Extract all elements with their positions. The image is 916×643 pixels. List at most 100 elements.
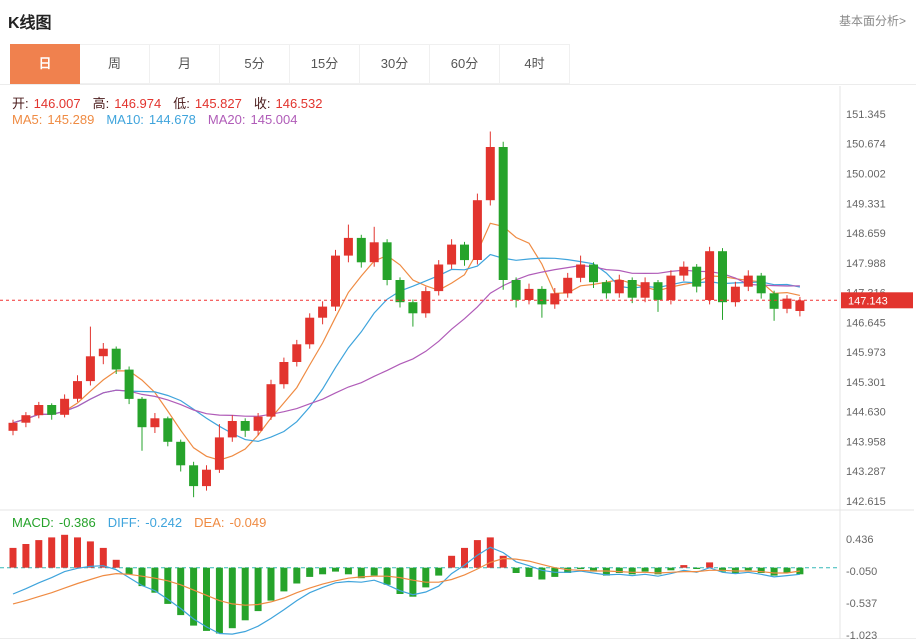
candle-body	[240, 421, 250, 431]
tab-month[interactable]: 月	[150, 44, 220, 84]
candle-body	[447, 244, 457, 265]
tab-week[interactable]: 周	[80, 44, 150, 84]
low-value: 145.827	[194, 96, 242, 111]
tab-60min[interactable]: 60分	[430, 44, 500, 84]
macd-hist-bar	[280, 567, 288, 592]
ma5-value: 145.289	[47, 112, 95, 127]
candle-body	[537, 288, 547, 305]
macd-hist-bar	[577, 567, 585, 569]
macd-hist-bar	[499, 555, 507, 568]
candle-body	[266, 384, 276, 417]
tab-30min[interactable]: 30分	[360, 44, 430, 84]
tab-5min[interactable]: 5分	[220, 44, 290, 84]
candle-body	[627, 280, 637, 298]
macd-hist-bar	[177, 567, 185, 616]
candle-body	[743, 275, 753, 287]
candle-body	[472, 200, 482, 260]
macd-hist-bar	[319, 567, 327, 575]
price-axis-label: 143.958	[846, 436, 886, 448]
macd-hist-bar	[512, 567, 520, 573]
candle-body	[653, 282, 663, 300]
ma-legend: MA5: 145.289 MA10: 144.678 MA20: 145.004	[12, 112, 303, 127]
tab-15min[interactable]: 15分	[290, 44, 360, 84]
fundamental-analysis-link[interactable]: 基本面分析>	[838, 14, 906, 28]
candle-body	[73, 381, 82, 399]
candle-body	[214, 437, 224, 470]
price-axis-label: 145.973	[846, 347, 886, 359]
price-axis-label: 142.615	[846, 496, 886, 508]
candle-body	[692, 266, 702, 287]
price-axis-label: 151.345	[846, 109, 886, 121]
macd-hist-bar	[641, 567, 649, 572]
candle-body	[318, 306, 328, 318]
candle-body	[331, 255, 340, 307]
macd-hist-bar	[590, 567, 597, 572]
kline-chart-canvas[interactable]: 151.345 150.674 150.002 149.331 148.659 147.9…	[0, 86, 914, 639]
macd-hist-bar	[151, 567, 159, 593]
macd-label: MACD:	[12, 515, 54, 530]
ma5-label: MA5:	[12, 112, 43, 127]
macd-hist-bar	[9, 547, 17, 568]
page-header: K线图 基本面分析>	[0, 0, 916, 44]
price-axis-label: 148.659	[846, 228, 886, 240]
page-title: K线图	[8, 15, 52, 32]
macd-hist-bar	[61, 534, 69, 568]
macd-hist-bar	[783, 567, 791, 573]
current-price-badge-text: 147.143	[848, 295, 888, 307]
candle-body	[601, 282, 611, 294]
price-axis-label: 149.331	[846, 198, 886, 210]
macd-value: -0.386	[58, 515, 96, 530]
candle-body	[163, 418, 173, 442]
macd-hist-bar	[86, 541, 94, 568]
candle-body	[756, 275, 766, 294]
interval-tab-bar: 日 周 月 5分 15分 30分 60分 4时	[0, 44, 916, 84]
candle-body	[111, 348, 121, 370]
ohlc-legend: 开: 146.007 高: 146.974 低: 145.827 收: 146.532	[12, 93, 328, 112]
diff-label: DIFF:	[107, 515, 141, 530]
macd-hist-bar	[409, 567, 417, 597]
macd-hist-bar	[332, 567, 339, 572]
candle-body	[563, 277, 573, 294]
macd-axis-label: -1.023	[846, 630, 877, 639]
dea-label: DEA:	[194, 515, 225, 530]
candle-body	[8, 422, 18, 431]
candle-body	[47, 405, 57, 415]
low-label: 低:	[173, 96, 190, 111]
macd-hist-bar	[744, 567, 752, 571]
diff-line	[12, 546, 800, 635]
candle-body	[305, 317, 315, 345]
macd-hist-bar	[422, 567, 430, 588]
macd-hist-bar	[125, 567, 133, 575]
ma10-label: MA10:	[106, 112, 144, 127]
macd-hist-bar	[719, 567, 726, 572]
candle-body	[614, 280, 624, 294]
candle-body	[679, 266, 689, 276]
candle-body	[227, 421, 237, 438]
current-price-badge	[841, 292, 913, 309]
candle-body	[137, 398, 147, 428]
macd-hist-bar	[757, 567, 765, 573]
macd-hist-bar	[203, 567, 210, 631]
price-axis-label: 144.630	[846, 407, 886, 419]
candle-body	[202, 469, 211, 487]
candle-body	[292, 344, 302, 362]
ma20-line	[12, 264, 800, 424]
candle-body	[176, 441, 186, 466]
macd-hist-bar	[138, 567, 146, 587]
macd-hist-bar	[254, 567, 262, 612]
close-label: 收:	[253, 96, 271, 111]
tab-day[interactable]: 日	[10, 44, 80, 84]
macd-hist-bar	[370, 567, 378, 576]
candle-body	[730, 286, 740, 303]
candle-body	[60, 398, 70, 415]
macd-hist-bar	[667, 567, 675, 571]
dea-line	[12, 557, 800, 606]
high-label: 高:	[92, 96, 110, 111]
tab-4hour[interactable]: 4时	[500, 44, 570, 84]
macd-hist-bar	[680, 565, 688, 568]
macd-hist-bar	[435, 567, 443, 576]
macd-hist-bar	[190, 567, 198, 626]
macd-hist-bar	[22, 544, 30, 568]
macd-hist-bar	[228, 567, 236, 629]
ma20-label: MA20:	[207, 112, 246, 127]
